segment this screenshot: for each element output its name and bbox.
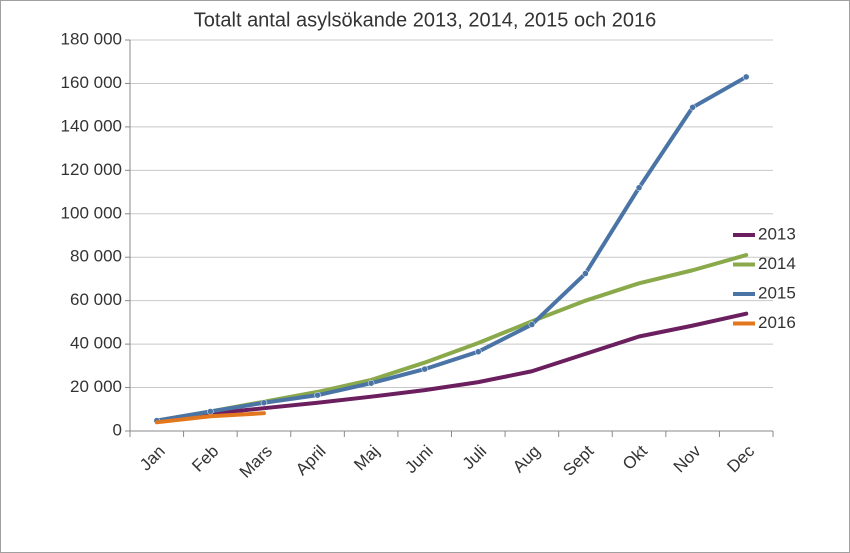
legend-label: 2014 (758, 254, 796, 273)
point-marker (421, 365, 428, 373)
y-tick-label: 80 000 (70, 247, 122, 266)
legend-label: 2013 (758, 224, 796, 243)
point-marker (689, 104, 696, 111)
y-tick-label: 100 000 (61, 203, 122, 222)
y-tick-label: 120 000 (61, 160, 122, 179)
y-tick-label: 40 000 (70, 334, 122, 353)
series-line (154, 411, 266, 425)
y-tick-label: 60 000 (70, 290, 122, 309)
point-marker (742, 73, 750, 81)
y-tick-label: 0 (113, 420, 122, 439)
y-tick-label: 180 000 (61, 29, 122, 48)
point-marker (528, 321, 536, 328)
point-marker (260, 399, 268, 407)
point-marker (367, 379, 375, 387)
y-tick-label: 160 000 (61, 73, 122, 92)
chart-title: Totalt antal asylsökande 2013, 2014, 201… (194, 9, 657, 31)
legend-label: 2016 (758, 313, 796, 332)
point-marker (635, 184, 643, 191)
point-marker (314, 391, 321, 399)
point-marker (207, 408, 214, 415)
y-tick-label: 140 000 (61, 116, 122, 135)
series-line (154, 74, 749, 423)
y-tick-label: 20 000 (70, 377, 122, 396)
point-marker (582, 270, 589, 277)
legend-label: 2015 (758, 283, 796, 302)
point-marker (475, 348, 482, 355)
series-line (154, 311, 749, 423)
